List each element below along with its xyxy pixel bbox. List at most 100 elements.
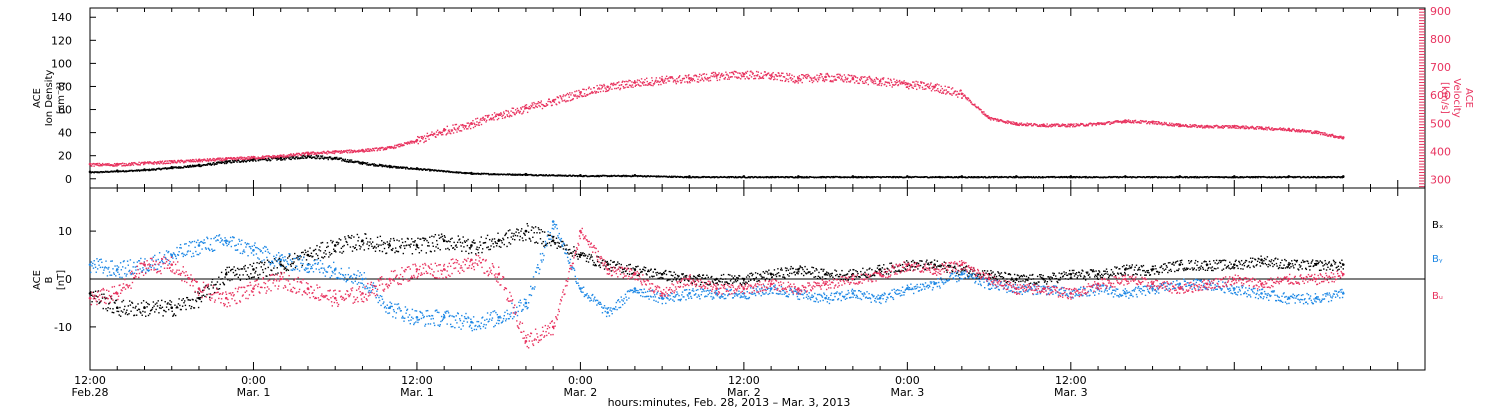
data-point <box>1050 126 1052 128</box>
data-point <box>362 244 364 246</box>
data-point <box>297 155 299 157</box>
data-point <box>1207 175 1209 178</box>
data-point <box>590 88 592 90</box>
data-point <box>671 175 673 177</box>
data-point <box>280 159 282 161</box>
data-point <box>819 77 821 79</box>
data-point <box>197 158 201 162</box>
data-point <box>306 156 308 159</box>
data-point <box>881 82 883 85</box>
data-point <box>1190 126 1192 128</box>
data-point <box>858 82 860 85</box>
data-point <box>894 81 896 83</box>
data-point <box>117 171 120 173</box>
data-point <box>470 171 473 175</box>
data-point <box>860 76 862 78</box>
data-point <box>485 121 487 123</box>
data-point <box>1324 132 1326 134</box>
data-point <box>791 78 794 80</box>
data-point <box>115 164 117 166</box>
data-point <box>245 270 247 272</box>
data-point <box>378 148 380 150</box>
data-point <box>187 159 190 162</box>
data-point <box>401 166 404 168</box>
data-point <box>256 158 259 160</box>
data-point <box>370 243 372 245</box>
data-point <box>1121 120 1124 123</box>
data-point <box>983 111 985 113</box>
data-point <box>558 101 560 103</box>
data-point <box>395 146 397 149</box>
data-point <box>168 303 171 305</box>
data-point <box>213 291 216 294</box>
data-point <box>1012 121 1014 123</box>
data-point <box>357 150 359 152</box>
data-point <box>369 241 371 243</box>
data-point <box>726 78 729 80</box>
data-point <box>856 80 858 82</box>
data-point <box>327 158 329 161</box>
data-point <box>202 164 204 167</box>
data-point <box>192 165 194 168</box>
data-point <box>373 165 375 167</box>
data-point <box>233 161 235 163</box>
data-point <box>152 162 154 165</box>
data-point <box>337 158 340 161</box>
data-point <box>816 74 818 76</box>
data-point <box>1297 130 1300 132</box>
data-point <box>713 76 716 78</box>
data-point <box>313 153 315 156</box>
data-point <box>331 242 334 244</box>
data-point <box>365 233 367 235</box>
data-point <box>191 160 193 162</box>
data-point <box>132 162 134 164</box>
data-point <box>624 84 627 86</box>
data-point <box>565 174 567 176</box>
data-point <box>771 75 774 78</box>
data-point <box>420 168 423 170</box>
data-point <box>938 84 940 86</box>
data-point <box>595 90 598 93</box>
data-point <box>363 249 366 251</box>
data-point <box>812 80 815 82</box>
data-point <box>298 152 300 155</box>
data-point <box>685 75 687 77</box>
data-point <box>574 94 577 96</box>
velocity-tick-label: 400 <box>1430 145 1451 158</box>
data-point <box>154 311 156 313</box>
data-point <box>865 79 868 81</box>
data-point <box>871 81 873 84</box>
data-point <box>631 175 633 178</box>
data-point <box>193 164 195 167</box>
data-point <box>1004 122 1007 124</box>
data-point <box>1285 129 1287 131</box>
data-point <box>476 117 479 120</box>
data-point <box>323 151 325 153</box>
data-point <box>228 160 230 162</box>
data-point <box>839 74 842 77</box>
data-point <box>377 149 379 151</box>
data-point <box>1020 122 1023 124</box>
data-point <box>94 290 97 292</box>
data-point <box>473 122 475 124</box>
data-point <box>172 167 175 169</box>
data-point <box>573 95 576 97</box>
data-point <box>178 160 181 162</box>
data-point <box>277 158 279 160</box>
data-point <box>488 114 490 117</box>
data-point <box>166 162 168 165</box>
data-point <box>1271 127 1273 129</box>
data-point <box>1255 128 1257 130</box>
data-point <box>606 85 609 89</box>
data-point <box>402 143 404 146</box>
data-point <box>500 112 502 114</box>
data-point <box>958 176 961 179</box>
data-point <box>146 306 148 308</box>
data-point <box>559 95 562 98</box>
data-point <box>97 290 100 292</box>
data-point <box>1006 121 1008 124</box>
data-point <box>794 176 796 179</box>
data-point <box>189 160 191 162</box>
data-point <box>95 163 97 166</box>
data-point <box>316 153 318 155</box>
